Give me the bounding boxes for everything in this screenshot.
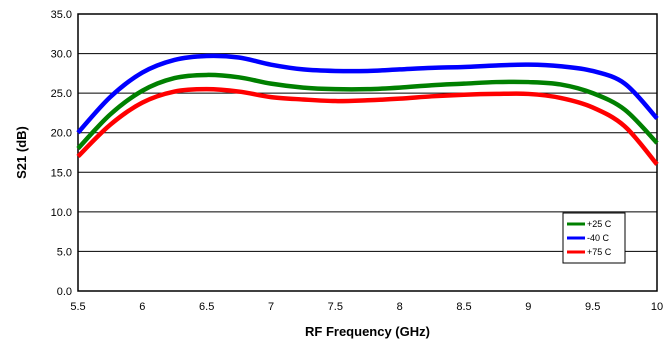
y-axis-title: S21 (dB) <box>14 126 29 179</box>
y-tick-label: 35.0 <box>51 9 72 21</box>
y-tick-label: 10.0 <box>51 207 72 219</box>
legend-label: +75 C <box>587 247 612 257</box>
y-tick-labels: 0.0 5.0 10.0 15.0 20.0 25.0 30.0 35.0 <box>51 9 72 298</box>
legend-label: +25 C <box>587 219 612 229</box>
y-tick-label: 0.0 <box>57 286 72 298</box>
legend: +25 C -40 C +75 C <box>562 212 626 264</box>
x-tick-label: 7 <box>268 301 274 313</box>
x-tick-label: 8 <box>397 301 403 313</box>
x-tick-label: 9.5 <box>585 301 600 313</box>
x-tick-label: 6 <box>139 301 145 313</box>
plot-area <box>77 13 658 292</box>
y-tick-label: 30.0 <box>51 49 72 61</box>
x-tick-labels: 5.5 6 6.5 7 7.5 8 8.5 9 9.5 10 <box>70 301 663 313</box>
series-line <box>76 53 659 135</box>
series-lines <box>76 53 659 166</box>
x-tick-label: 6.5 <box>199 301 214 313</box>
legend-label: -40 C <box>587 233 610 243</box>
y-tick-label: 25.0 <box>51 88 72 100</box>
series-line <box>76 86 659 166</box>
x-tick-label: 5.5 <box>70 301 85 313</box>
x-axis-title: RF Frequency (GHz) <box>305 324 430 339</box>
x-tick-label: 7.5 <box>328 301 343 313</box>
x-tick-label: 9 <box>525 301 531 313</box>
y-tick-label: 5.0 <box>57 246 72 258</box>
y-tick-label: 20.0 <box>51 128 72 140</box>
y-tick-label: 15.0 <box>51 167 72 179</box>
series-line <box>76 72 659 151</box>
x-tick-label: 10 <box>651 301 663 313</box>
x-tick-label: 8.5 <box>456 301 471 313</box>
